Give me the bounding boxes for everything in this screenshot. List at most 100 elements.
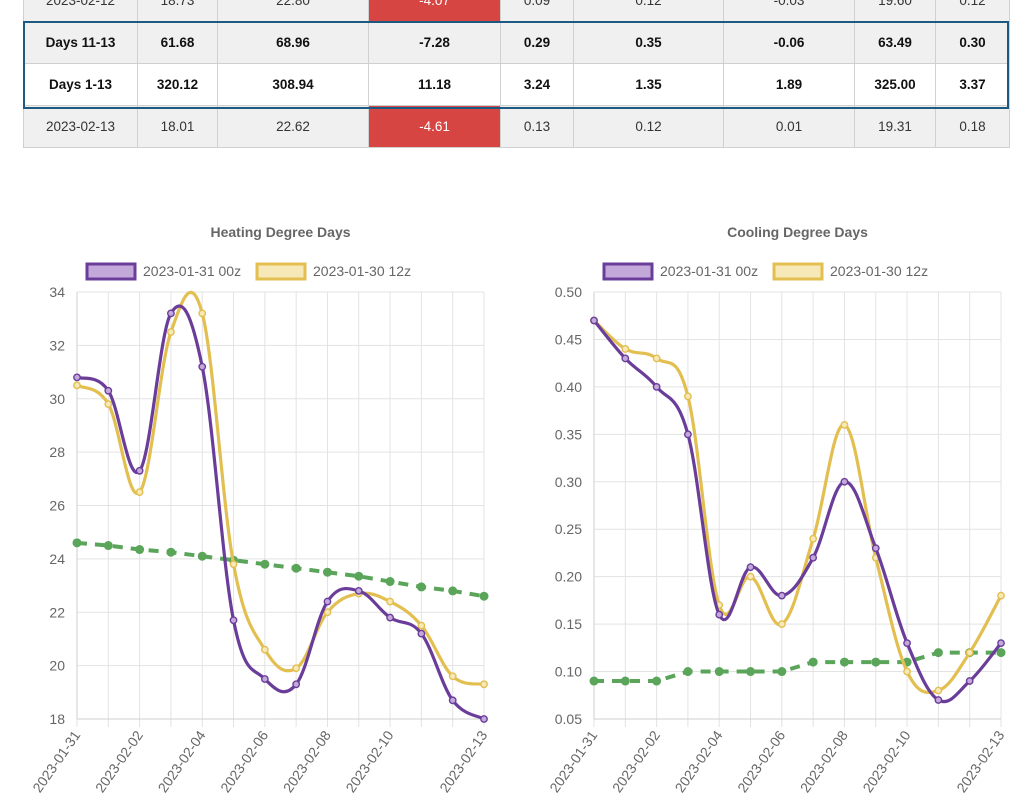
y-tick-label: 26 xyxy=(49,498,65,514)
data-point xyxy=(903,639,911,647)
data-point xyxy=(620,676,630,686)
data-point xyxy=(260,675,269,683)
data-point xyxy=(135,545,145,555)
y-tick-label: 34 xyxy=(49,284,65,300)
data-point xyxy=(479,591,489,601)
data-point xyxy=(777,591,786,600)
cooling-degree-days-chart: Cooling Degree Days 2023-01-31 00z 2023-01… xyxy=(546,224,1007,795)
table-cell: 0.12 xyxy=(573,0,724,22)
data-point xyxy=(996,648,1006,658)
table-cell: 3.37 xyxy=(935,63,1010,106)
row-label: 2023-02-12 xyxy=(23,0,138,22)
data-point xyxy=(448,672,457,681)
series-line xyxy=(592,319,1003,694)
data-point xyxy=(291,563,301,573)
data-point xyxy=(965,648,974,657)
y-tick-label: 0.30 xyxy=(555,474,582,490)
table-cell: 0.18 xyxy=(935,105,1010,148)
data-point xyxy=(683,667,693,677)
x-tick-label: 2023-02-02 xyxy=(609,727,663,795)
data-point xyxy=(903,667,911,676)
data-point xyxy=(621,354,630,363)
y-tick-label: 0.10 xyxy=(555,664,582,680)
data-point xyxy=(167,328,175,336)
table-cell: -7.28 xyxy=(368,21,501,64)
trend-series xyxy=(589,648,1006,686)
table-cell: 325.00 xyxy=(854,63,936,106)
y-tick-label: 0.20 xyxy=(555,569,582,585)
x-tick-label: 2023-02-04 xyxy=(154,727,208,795)
data-point xyxy=(934,696,943,704)
data-point xyxy=(871,657,881,667)
data-point xyxy=(808,657,818,667)
data-point xyxy=(354,586,363,595)
heating-degree-days-chart: Heating Degree Days 2023-01-31 00z 2023-01… xyxy=(29,224,490,795)
table-cell: 0.09 xyxy=(500,0,574,22)
data-point xyxy=(166,547,176,557)
table-cell: 22.80 xyxy=(217,0,369,22)
chart-title: Heating Degree Days xyxy=(210,224,350,240)
data-point xyxy=(652,354,661,363)
data-point xyxy=(840,420,849,429)
data-point xyxy=(840,477,849,486)
data-point xyxy=(589,676,599,686)
row-label: Days 1-13 xyxy=(23,63,138,106)
data-point xyxy=(417,629,426,638)
table-cell: 0.29 xyxy=(500,21,574,64)
data-point xyxy=(746,572,755,581)
table-cell: -4.61 xyxy=(368,105,501,148)
table-cell: -0.06 xyxy=(723,21,855,64)
table-cell: -4.07 xyxy=(368,0,501,22)
chart-title: Cooling Degree Days xyxy=(727,224,868,240)
data-point xyxy=(684,430,692,439)
series-0 xyxy=(73,304,488,723)
y-tick-label: 18 xyxy=(49,711,65,727)
series-line xyxy=(594,650,1001,684)
data-point xyxy=(260,559,270,569)
y-tick-label: 20 xyxy=(49,658,65,674)
data-point xyxy=(104,386,113,395)
data-point xyxy=(621,345,630,353)
y-tick-label: 28 xyxy=(49,444,65,460)
data-point xyxy=(135,466,144,475)
x-tick-label: 2023-02-06 xyxy=(217,727,271,795)
table-cell: 320.12 xyxy=(137,63,218,106)
y-tick-label: 0.45 xyxy=(555,331,582,347)
series-0 xyxy=(590,316,1005,704)
data-point xyxy=(292,664,301,673)
data-point xyxy=(135,488,144,497)
y-tick-label: 0.50 xyxy=(555,284,582,300)
data-point xyxy=(229,560,238,569)
data-point xyxy=(933,648,943,658)
x-tick-label: 2023-02-02 xyxy=(92,727,146,795)
table-row: 2023-02-12 18.73 22.80 -4.07 0.09 0.12 -0.03 19… xyxy=(23,0,1010,22)
table-row: Days 1-13 320.12 308.94 11.18 3.24 1.35 1.89 32… xyxy=(23,63,1010,106)
data-point xyxy=(197,551,207,561)
legend-label: 2023-01-31 00z xyxy=(660,263,758,279)
data-point xyxy=(198,362,207,371)
data-point xyxy=(997,639,1005,647)
data-point xyxy=(260,645,269,654)
x-tick-label: 2023-02-06 xyxy=(734,727,788,795)
data-point xyxy=(715,610,724,619)
data-point xyxy=(777,667,787,677)
data-point xyxy=(229,616,238,625)
data-point xyxy=(809,534,818,543)
series-1 xyxy=(73,290,488,689)
table-cell: 0.01 xyxy=(723,105,855,148)
table-cell: 19.31 xyxy=(854,105,936,148)
data-point xyxy=(652,382,661,391)
data-point xyxy=(292,680,301,689)
table-cell: 61.68 xyxy=(137,21,218,64)
x-tick-label: 2023-02-13 xyxy=(953,727,1007,795)
data-point xyxy=(73,381,81,390)
table-cell: 0.12 xyxy=(573,105,724,148)
data-point xyxy=(714,667,724,677)
table-cell: 0.13 xyxy=(500,105,574,148)
data-point xyxy=(322,567,332,577)
table-cell: 68.96 xyxy=(217,21,369,64)
y-tick-label: 0.25 xyxy=(555,521,582,537)
legend-swatch xyxy=(772,262,824,281)
data-point xyxy=(167,309,175,318)
y-tick-label: 0.40 xyxy=(555,379,582,395)
